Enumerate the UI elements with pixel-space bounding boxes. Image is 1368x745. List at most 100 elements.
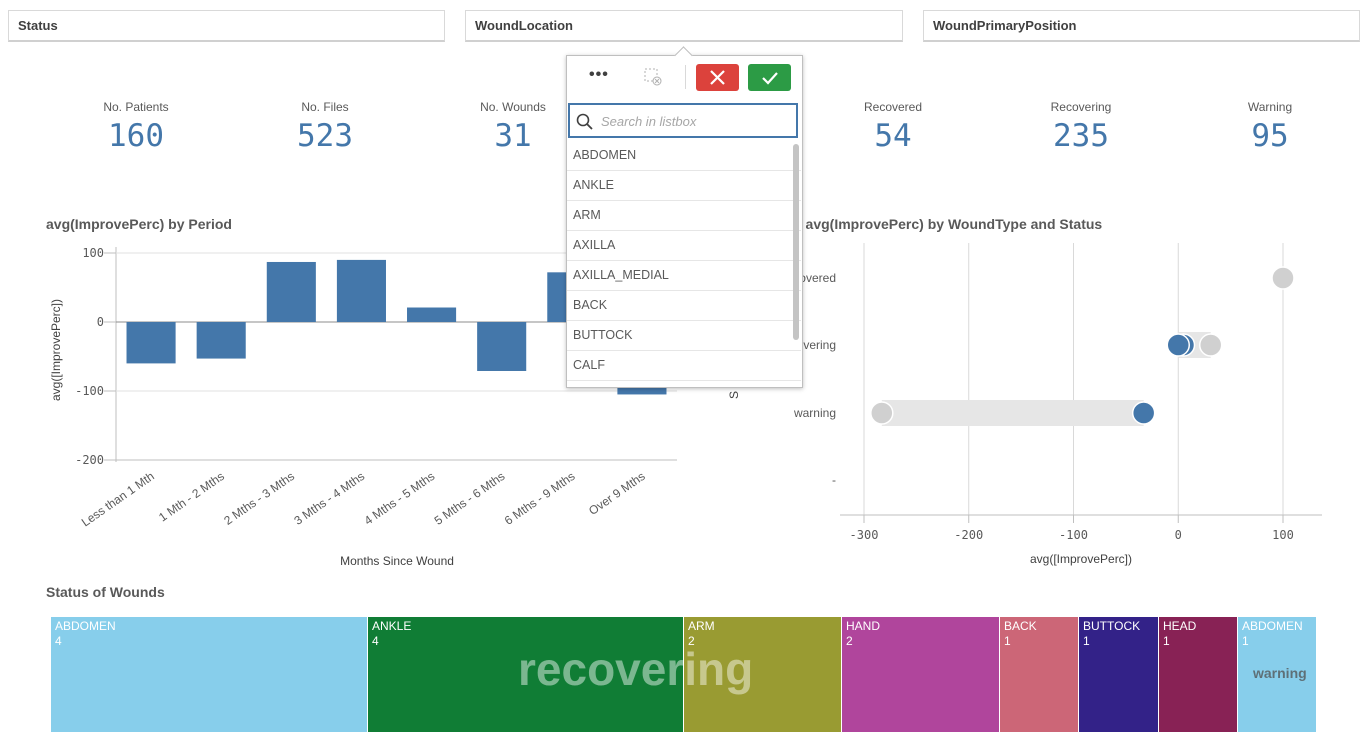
bar[interactable] xyxy=(477,322,527,371)
treemap-group-label-warning: warning xyxy=(1253,665,1307,681)
listbox-search-input[interactable]: Search in listbox xyxy=(568,103,798,138)
dot-chart-point[interactable] xyxy=(1166,333,1190,357)
dot-chart[interactable]: S avg([ImprovePerc]) -300 -200 -100 0 100 ove… xyxy=(720,235,1360,570)
bar[interactable] xyxy=(196,322,246,359)
kpi-wounds[interactable]: No. Wounds 31 xyxy=(443,100,583,154)
dot-chart-y-tick-label: overing xyxy=(797,338,836,352)
search-placeholder: Search in listbox xyxy=(601,114,697,129)
bar-chart-y-tick-label: -200 xyxy=(75,453,104,467)
bar[interactable] xyxy=(126,322,176,364)
treemap-title: Status of Wounds xyxy=(46,584,165,600)
dot-chart-point[interactable] xyxy=(1131,401,1156,425)
dot-chart-y-axis-label: S xyxy=(727,391,741,399)
listbox-popup[interactable]: ••• Search in listbox ABDOMEN ANKLE ARM AXI… xyxy=(566,46,803,388)
kpi-label: Warning xyxy=(1247,100,1293,114)
treemap-cell-count: 4 xyxy=(372,634,379,648)
dot-chart-point[interactable] xyxy=(870,401,894,425)
filter-wound-location[interactable]: WoundLocation xyxy=(465,10,903,42)
dot-chart-point[interactable] xyxy=(1271,266,1295,290)
listbox-scrollbar[interactable] xyxy=(793,144,799,340)
kpi-files[interactable]: No. Files 523 xyxy=(255,100,395,154)
more-options-button[interactable]: ••• xyxy=(589,66,609,83)
kpi-label: Recovered xyxy=(863,100,923,114)
treemap-cell[interactable]: HAND 2 xyxy=(842,617,1000,732)
kpi-recovering[interactable]: Recovering 235 xyxy=(1011,100,1151,154)
dot-chart-x-tick-label: -300 xyxy=(850,528,879,542)
listbox-item[interactable]: BUTTOCK xyxy=(567,321,801,351)
treemap-cell[interactable]: ARM 2 xyxy=(684,617,842,732)
kpi-value: 31 xyxy=(494,118,532,154)
treemap-cell-count: 2 xyxy=(688,634,695,648)
treemap-cell-count: 1 xyxy=(1083,634,1090,648)
listbox-item[interactable]: BACK xyxy=(567,291,801,321)
dot-chart-range-bar xyxy=(881,400,1144,426)
close-icon xyxy=(710,70,725,85)
confirm-selection-button[interactable] xyxy=(748,64,791,91)
filter-wound-primary-position-label: WoundPrimaryPosition xyxy=(933,18,1077,33)
treemap-cell[interactable]: HEAD 1 xyxy=(1159,617,1238,732)
listbox-item[interactable]: ANKLE xyxy=(567,171,801,201)
bar-chart-category-label: Over 9 Mths xyxy=(586,469,648,518)
filter-status[interactable]: Status xyxy=(8,10,445,42)
treemap-cell-label: BUTTOCK xyxy=(1083,619,1141,633)
kpi-label: Recovering xyxy=(1050,100,1112,114)
kpi-label: No. Patients xyxy=(103,100,169,114)
toolbar-divider xyxy=(685,65,686,89)
bar[interactable] xyxy=(336,259,386,322)
clear-selection-icon[interactable] xyxy=(644,68,662,86)
bar-chart-x-axis-label: Months Since Wound xyxy=(340,554,454,568)
dot-chart-y-tick-label: - xyxy=(832,473,836,487)
dot-chart-x-tick-label: -200 xyxy=(954,528,983,542)
listbox-item[interactable]: AXILLA_MEDIAL xyxy=(567,261,801,291)
bar-chart-category-label: 1 Mth - 2 Mths xyxy=(156,469,227,524)
listbox-item[interactable]: CALF xyxy=(567,351,801,381)
kpi-value: 95 xyxy=(1251,118,1289,154)
bar[interactable] xyxy=(407,307,457,322)
treemap-cell[interactable]: ABDOMEN 1 xyxy=(1238,617,1317,732)
bar-chart-category-label: 6 Mths - 9 Mths xyxy=(502,469,578,528)
treemap-cell[interactable]: BUTTOCK 1 xyxy=(1079,617,1159,732)
treemap-cell-label: HEAD xyxy=(1163,619,1197,633)
bar-chart-y-tick-label: 0 xyxy=(97,315,104,329)
kpi-warning[interactable]: Warning 95 xyxy=(1200,100,1340,154)
treemap-cell-label: BACK xyxy=(1004,619,1037,633)
listbox-item[interactable]: ABDOMEN xyxy=(567,141,801,171)
filter-status-label: Status xyxy=(18,18,58,33)
treemap-cell[interactable]: ABDOMEN 4 xyxy=(51,617,368,732)
bar-chart-y-axis-label: avg([ImprovePerc]) xyxy=(49,299,63,401)
treemap-cell-label: ABDOMEN xyxy=(55,619,116,633)
filter-wound-primary-position[interactable]: WoundPrimaryPosition xyxy=(923,10,1360,42)
treemap-cell-count: 4 xyxy=(55,634,62,648)
listbox-item[interactable]: AXILLA xyxy=(567,231,801,261)
treemap-cell[interactable]: BACK 1 xyxy=(1000,617,1079,732)
bar[interactable] xyxy=(266,261,316,322)
treemap-cell-count: 2 xyxy=(846,634,853,648)
treemap-cell-label: HAND xyxy=(846,619,881,633)
treemap-cell[interactable]: ANKLE 4 xyxy=(368,617,684,732)
treemap-cell-label: ARM xyxy=(688,619,715,633)
filter-wound-location-label: WoundLocation xyxy=(475,18,573,33)
kpi-value: 235 xyxy=(1053,118,1109,154)
bar-chart-y-tick-label: 100 xyxy=(82,246,104,260)
treemap-cell-label: ANKLE xyxy=(372,619,412,633)
treemap-cell-label: ABDOMEN xyxy=(1242,619,1303,633)
popup-arrow xyxy=(674,46,693,65)
cancel-selection-button[interactable] xyxy=(696,64,739,91)
treemap-cell-count: 1 xyxy=(1004,634,1011,648)
treemap-cell-count: 1 xyxy=(1242,634,1249,648)
dot-chart-point[interactable] xyxy=(1198,333,1223,357)
dot-chart-x-axis-label: avg([ImprovePerc]) xyxy=(1030,552,1132,566)
treemap-group-label-recovering: recovering xyxy=(518,643,754,695)
kpi-value: 54 xyxy=(874,118,912,154)
kpi-value: 523 xyxy=(297,118,353,154)
dot-chart-x-tick-label: 100 xyxy=(1272,528,1294,542)
listbox-items[interactable]: ABDOMEN ANKLE ARM AXILLA AXILLA_MEDIAL BACK BU… xyxy=(567,141,801,386)
kpi-label: No. Files xyxy=(301,100,349,114)
listbox-item[interactable]: ARM xyxy=(567,201,801,231)
kpi-patients[interactable]: No. Patients 160 xyxy=(66,100,206,154)
bar-chart-category-label: 5 Mths - 6 Mths xyxy=(432,469,508,528)
dot-chart-y-tick-label: overed xyxy=(799,271,836,285)
bar-chart-y-tick-label: -100 xyxy=(75,384,104,398)
bar-chart-category-label: Less than 1 Mth xyxy=(79,469,157,529)
kpi-recovered[interactable]: Recovered 54 xyxy=(823,100,963,154)
